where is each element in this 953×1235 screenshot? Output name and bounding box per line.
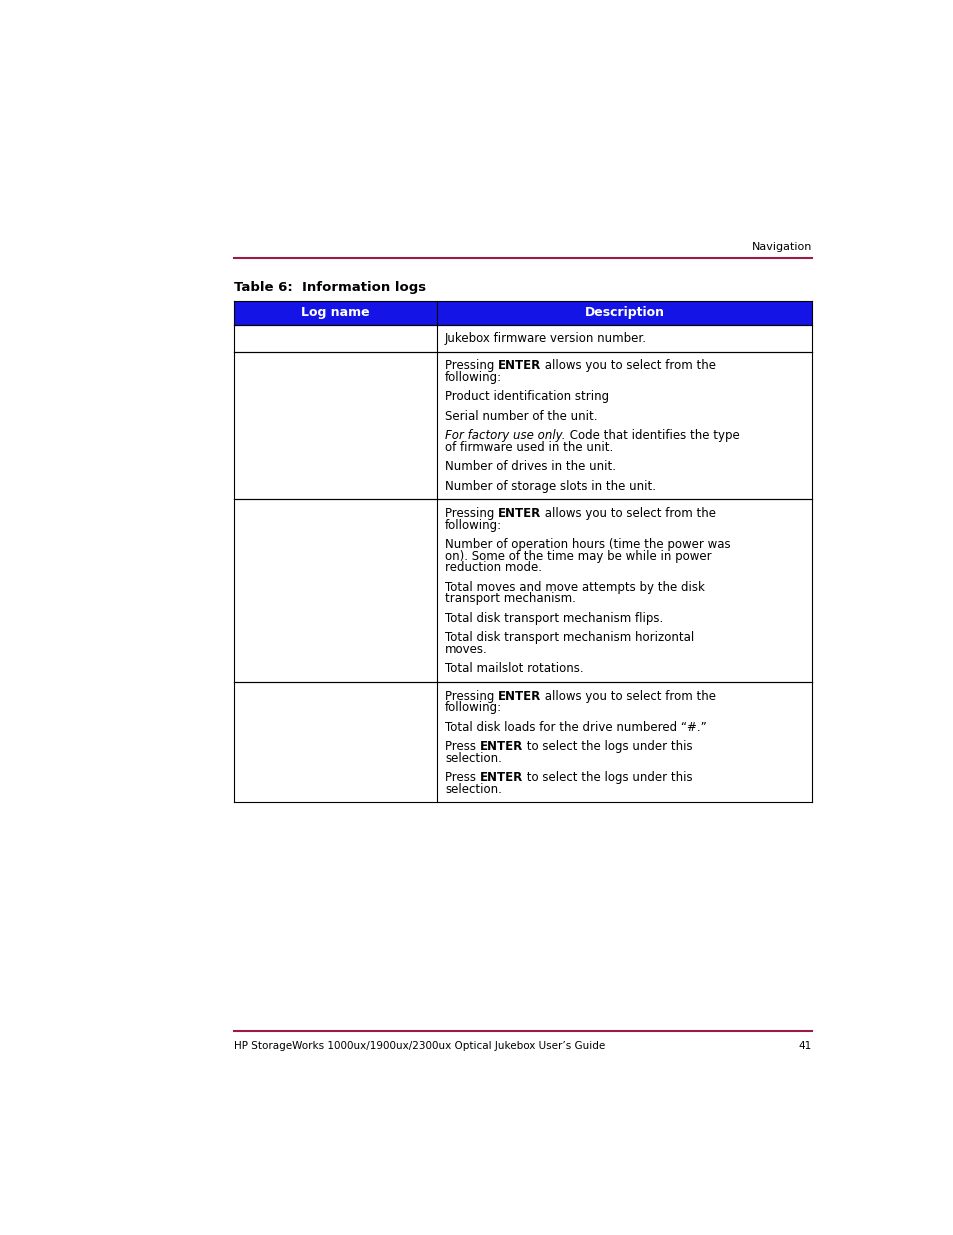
Text: Pressing: Pressing bbox=[445, 359, 497, 372]
Text: Table 6:  Information logs: Table 6: Information logs bbox=[233, 282, 426, 294]
Text: selection.: selection. bbox=[445, 752, 501, 764]
Text: allows you to select from the: allows you to select from the bbox=[541, 359, 716, 372]
Text: 41: 41 bbox=[798, 1041, 811, 1051]
Text: Total moves and move attempts by the disk: Total moves and move attempts by the dis… bbox=[445, 580, 704, 594]
Text: Number of operation hours (time the power was: Number of operation hours (time the powe… bbox=[445, 538, 730, 551]
Bar bbox=[233, 301, 436, 325]
Bar bbox=[233, 325, 811, 352]
Text: For factory use only.: For factory use only. bbox=[445, 430, 565, 442]
Text: HP StorageWorks 1000ux/1900ux/2300ux Optical Jukebox User’s Guide: HP StorageWorks 1000ux/1900ux/2300ux Opt… bbox=[233, 1041, 604, 1051]
Text: Total disk transport mechanism horizontal: Total disk transport mechanism horizonta… bbox=[445, 631, 694, 645]
Text: reduction mode.: reduction mode. bbox=[445, 562, 541, 574]
Text: Number of storage slots in the unit.: Number of storage slots in the unit. bbox=[445, 479, 656, 493]
Text: ENTER: ENTER bbox=[479, 740, 522, 753]
Text: Pressing: Pressing bbox=[445, 689, 497, 703]
Text: ENTER: ENTER bbox=[497, 506, 541, 520]
Text: Total disk loads for the drive numbered “#.”: Total disk loads for the drive numbered … bbox=[445, 720, 706, 734]
Text: to select the logs under this: to select the logs under this bbox=[522, 771, 692, 784]
Bar bbox=[233, 352, 811, 499]
Text: Press: Press bbox=[445, 771, 479, 784]
Text: to select the logs under this: to select the logs under this bbox=[522, 740, 692, 753]
Text: Log name: Log name bbox=[301, 306, 370, 320]
Text: Pressing: Pressing bbox=[445, 506, 497, 520]
Text: moves.: moves. bbox=[445, 643, 487, 656]
Text: Number of drives in the unit.: Number of drives in the unit. bbox=[445, 461, 616, 473]
Text: Navigation: Navigation bbox=[751, 242, 811, 252]
Text: Press: Press bbox=[445, 740, 479, 753]
Text: ENTER: ENTER bbox=[497, 689, 541, 703]
Text: Total mailslot rotations.: Total mailslot rotations. bbox=[445, 662, 583, 676]
Text: Product identification string: Product identification string bbox=[445, 390, 609, 404]
Text: of firmware used in the unit.: of firmware used in the unit. bbox=[445, 441, 613, 454]
Text: Total disk transport mechanism flips.: Total disk transport mechanism flips. bbox=[445, 611, 662, 625]
Text: following:: following: bbox=[445, 519, 501, 531]
Text: Serial number of the unit.: Serial number of the unit. bbox=[445, 410, 597, 422]
Bar bbox=[233, 499, 811, 682]
Text: transport mechanism.: transport mechanism. bbox=[445, 593, 576, 605]
Text: selection.: selection. bbox=[445, 783, 501, 795]
Text: Jukebox firmware version number.: Jukebox firmware version number. bbox=[445, 332, 646, 346]
Text: following:: following: bbox=[445, 370, 501, 384]
Text: on). Some of the time may be while in power: on). Some of the time may be while in po… bbox=[445, 550, 711, 563]
Text: ENTER: ENTER bbox=[479, 771, 522, 784]
Text: following:: following: bbox=[445, 701, 501, 714]
Text: Description: Description bbox=[584, 306, 664, 320]
Text: ENTER: ENTER bbox=[497, 359, 541, 372]
Bar bbox=[233, 682, 811, 803]
Text: Code that identifies the type: Code that identifies the type bbox=[565, 430, 739, 442]
Bar bbox=[436, 301, 811, 325]
Text: allows you to select from the: allows you to select from the bbox=[541, 506, 716, 520]
Text: allows you to select from the: allows you to select from the bbox=[541, 689, 716, 703]
